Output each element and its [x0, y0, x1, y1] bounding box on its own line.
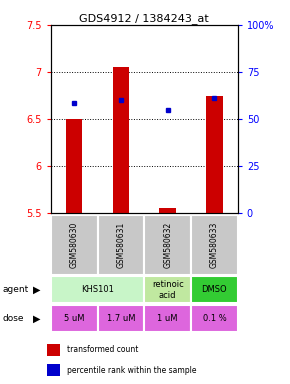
Bar: [191, 276, 238, 303]
Text: ▶: ▶: [33, 285, 41, 295]
Bar: [97, 215, 144, 275]
Text: GSM580630: GSM580630: [70, 222, 79, 268]
Bar: [191, 215, 238, 275]
Bar: [144, 305, 191, 332]
Text: 1.7 uM: 1.7 uM: [107, 314, 135, 323]
Text: DMSO: DMSO: [202, 285, 227, 295]
Bar: [191, 305, 238, 332]
Text: agent: agent: [3, 285, 29, 295]
Text: KHS101: KHS101: [81, 285, 114, 295]
Bar: [66, 119, 82, 213]
Text: ▶: ▶: [33, 314, 41, 324]
Text: percentile rank within the sample: percentile rank within the sample: [67, 366, 197, 374]
Bar: [51, 305, 97, 332]
Bar: [206, 96, 223, 213]
Bar: [113, 67, 129, 213]
Bar: [47, 364, 61, 376]
Text: GSM580632: GSM580632: [163, 222, 172, 268]
Bar: [47, 344, 61, 356]
Text: retinoic
acid: retinoic acid: [152, 280, 184, 300]
Bar: [51, 276, 144, 303]
Text: 0.1 %: 0.1 %: [202, 314, 226, 323]
Text: GSM580631: GSM580631: [116, 222, 125, 268]
Text: dose: dose: [3, 314, 24, 323]
Bar: [51, 215, 97, 275]
Title: GDS4912 / 1384243_at: GDS4912 / 1384243_at: [79, 13, 209, 24]
Bar: [144, 276, 191, 303]
Bar: [160, 209, 176, 213]
Text: 5 uM: 5 uM: [64, 314, 84, 323]
Text: 1 uM: 1 uM: [157, 314, 178, 323]
Text: transformed count: transformed count: [67, 345, 139, 354]
Bar: [144, 215, 191, 275]
Text: GSM580633: GSM580633: [210, 222, 219, 268]
Bar: [97, 305, 144, 332]
